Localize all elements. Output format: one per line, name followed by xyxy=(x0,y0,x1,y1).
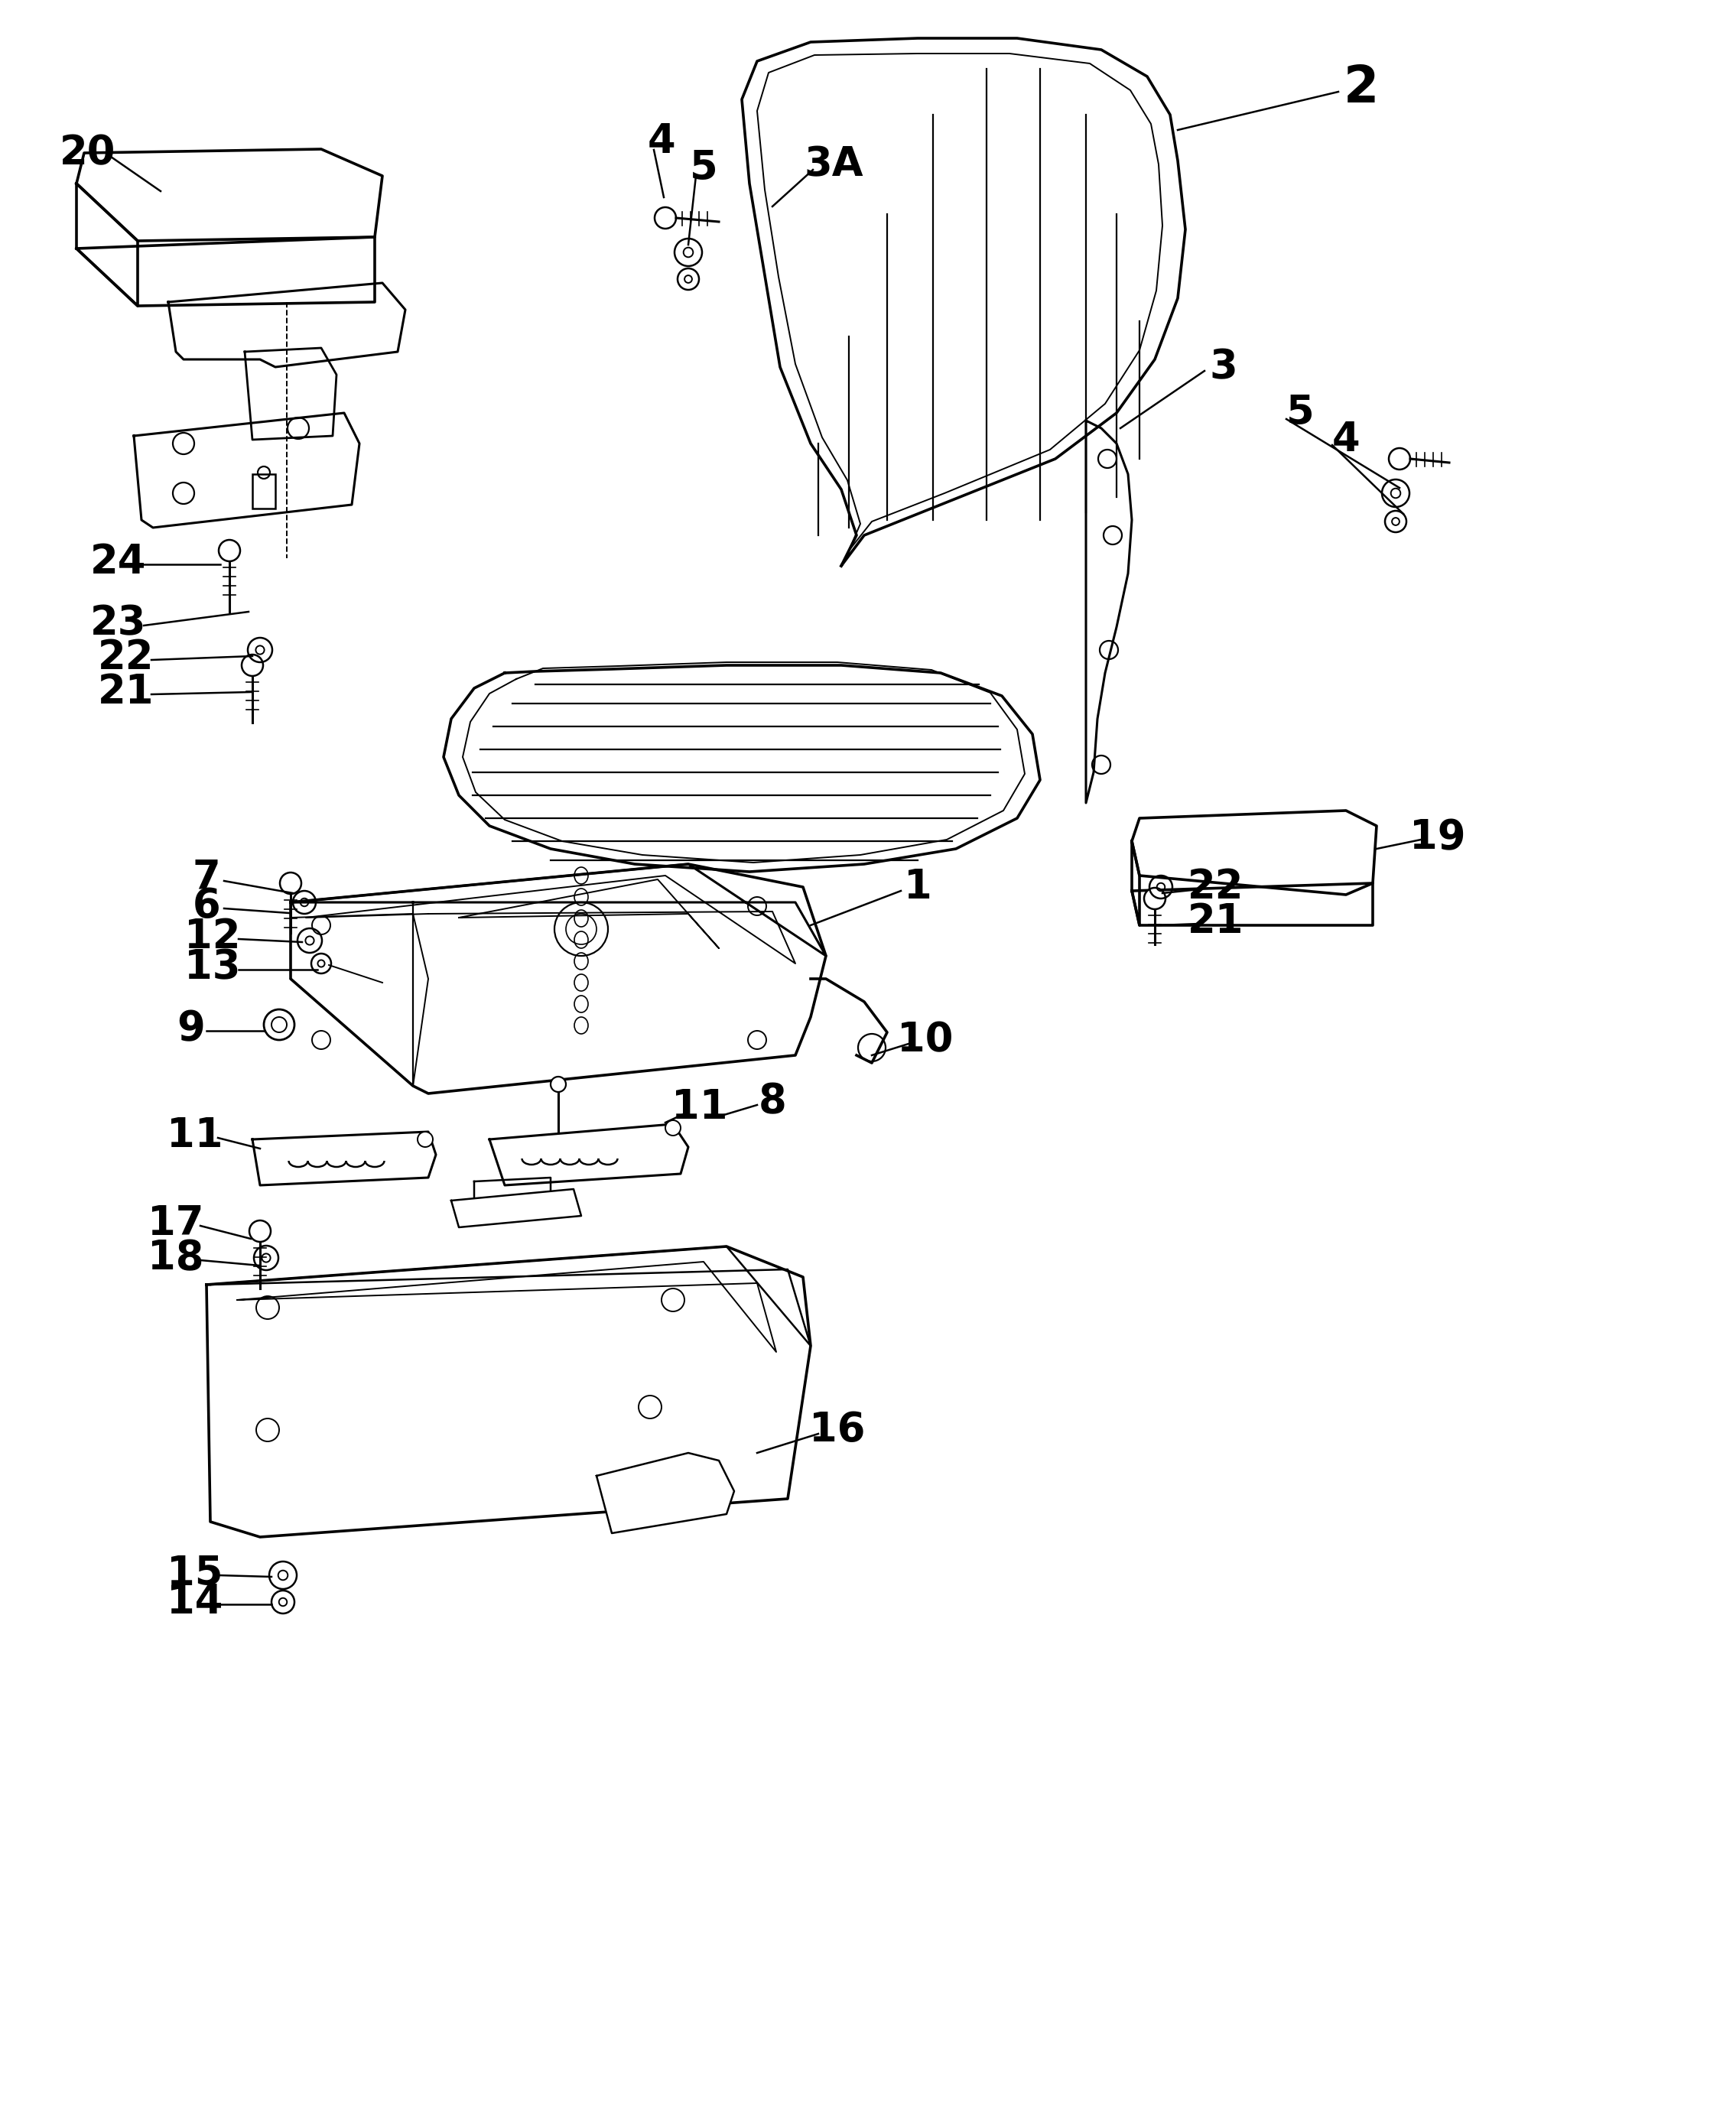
Text: 11: 11 xyxy=(672,1086,727,1127)
Text: 4: 4 xyxy=(648,121,675,161)
Text: 17: 17 xyxy=(148,1203,205,1243)
Polygon shape xyxy=(76,149,382,242)
Circle shape xyxy=(418,1131,432,1148)
Text: 4: 4 xyxy=(1332,420,1359,460)
Text: 22: 22 xyxy=(1187,868,1245,906)
Polygon shape xyxy=(444,666,1040,872)
Polygon shape xyxy=(1132,811,1377,895)
Text: 18: 18 xyxy=(148,1237,205,1277)
Text: 21: 21 xyxy=(1187,902,1245,942)
Polygon shape xyxy=(207,1246,811,1345)
Text: 22: 22 xyxy=(97,639,155,677)
Text: 23: 23 xyxy=(90,603,146,643)
Text: 5: 5 xyxy=(1286,393,1314,433)
Polygon shape xyxy=(207,1246,811,1536)
Polygon shape xyxy=(597,1454,734,1534)
Polygon shape xyxy=(474,1178,550,1201)
Polygon shape xyxy=(490,1125,687,1186)
Text: 9: 9 xyxy=(177,1008,205,1048)
Text: 3A: 3A xyxy=(804,144,863,185)
Text: 15: 15 xyxy=(167,1553,222,1594)
Text: 8: 8 xyxy=(759,1082,786,1120)
Text: 24: 24 xyxy=(90,541,146,581)
Text: 2: 2 xyxy=(1344,64,1378,112)
Polygon shape xyxy=(1132,840,1139,925)
Text: 16: 16 xyxy=(809,1411,866,1449)
Text: 7: 7 xyxy=(193,857,220,898)
Text: 19: 19 xyxy=(1410,817,1465,857)
Polygon shape xyxy=(451,1188,582,1227)
Circle shape xyxy=(665,1120,681,1135)
Polygon shape xyxy=(1087,420,1132,802)
Polygon shape xyxy=(290,864,826,1093)
Text: 3: 3 xyxy=(1210,348,1238,386)
Circle shape xyxy=(279,872,302,893)
Polygon shape xyxy=(168,282,404,367)
Bar xyxy=(252,473,276,509)
Text: 14: 14 xyxy=(167,1583,222,1621)
Text: 20: 20 xyxy=(59,134,116,172)
Polygon shape xyxy=(76,182,137,306)
Circle shape xyxy=(250,1220,271,1241)
Circle shape xyxy=(550,1076,566,1093)
Text: 12: 12 xyxy=(184,917,241,957)
Polygon shape xyxy=(741,38,1186,567)
Text: 21: 21 xyxy=(97,673,155,711)
Text: 13: 13 xyxy=(184,946,241,987)
Polygon shape xyxy=(1132,883,1373,925)
Circle shape xyxy=(1389,448,1410,469)
Text: 6: 6 xyxy=(193,887,220,925)
Text: 10: 10 xyxy=(898,1021,953,1059)
Polygon shape xyxy=(76,238,375,306)
Text: 5: 5 xyxy=(689,149,717,189)
Circle shape xyxy=(1144,887,1165,908)
Text: 11: 11 xyxy=(167,1116,224,1156)
Polygon shape xyxy=(290,864,826,955)
Polygon shape xyxy=(252,1131,436,1186)
Circle shape xyxy=(219,539,240,562)
Polygon shape xyxy=(134,414,359,528)
Circle shape xyxy=(654,208,675,229)
Circle shape xyxy=(241,654,264,677)
Polygon shape xyxy=(245,348,337,439)
Text: 1: 1 xyxy=(904,868,932,906)
